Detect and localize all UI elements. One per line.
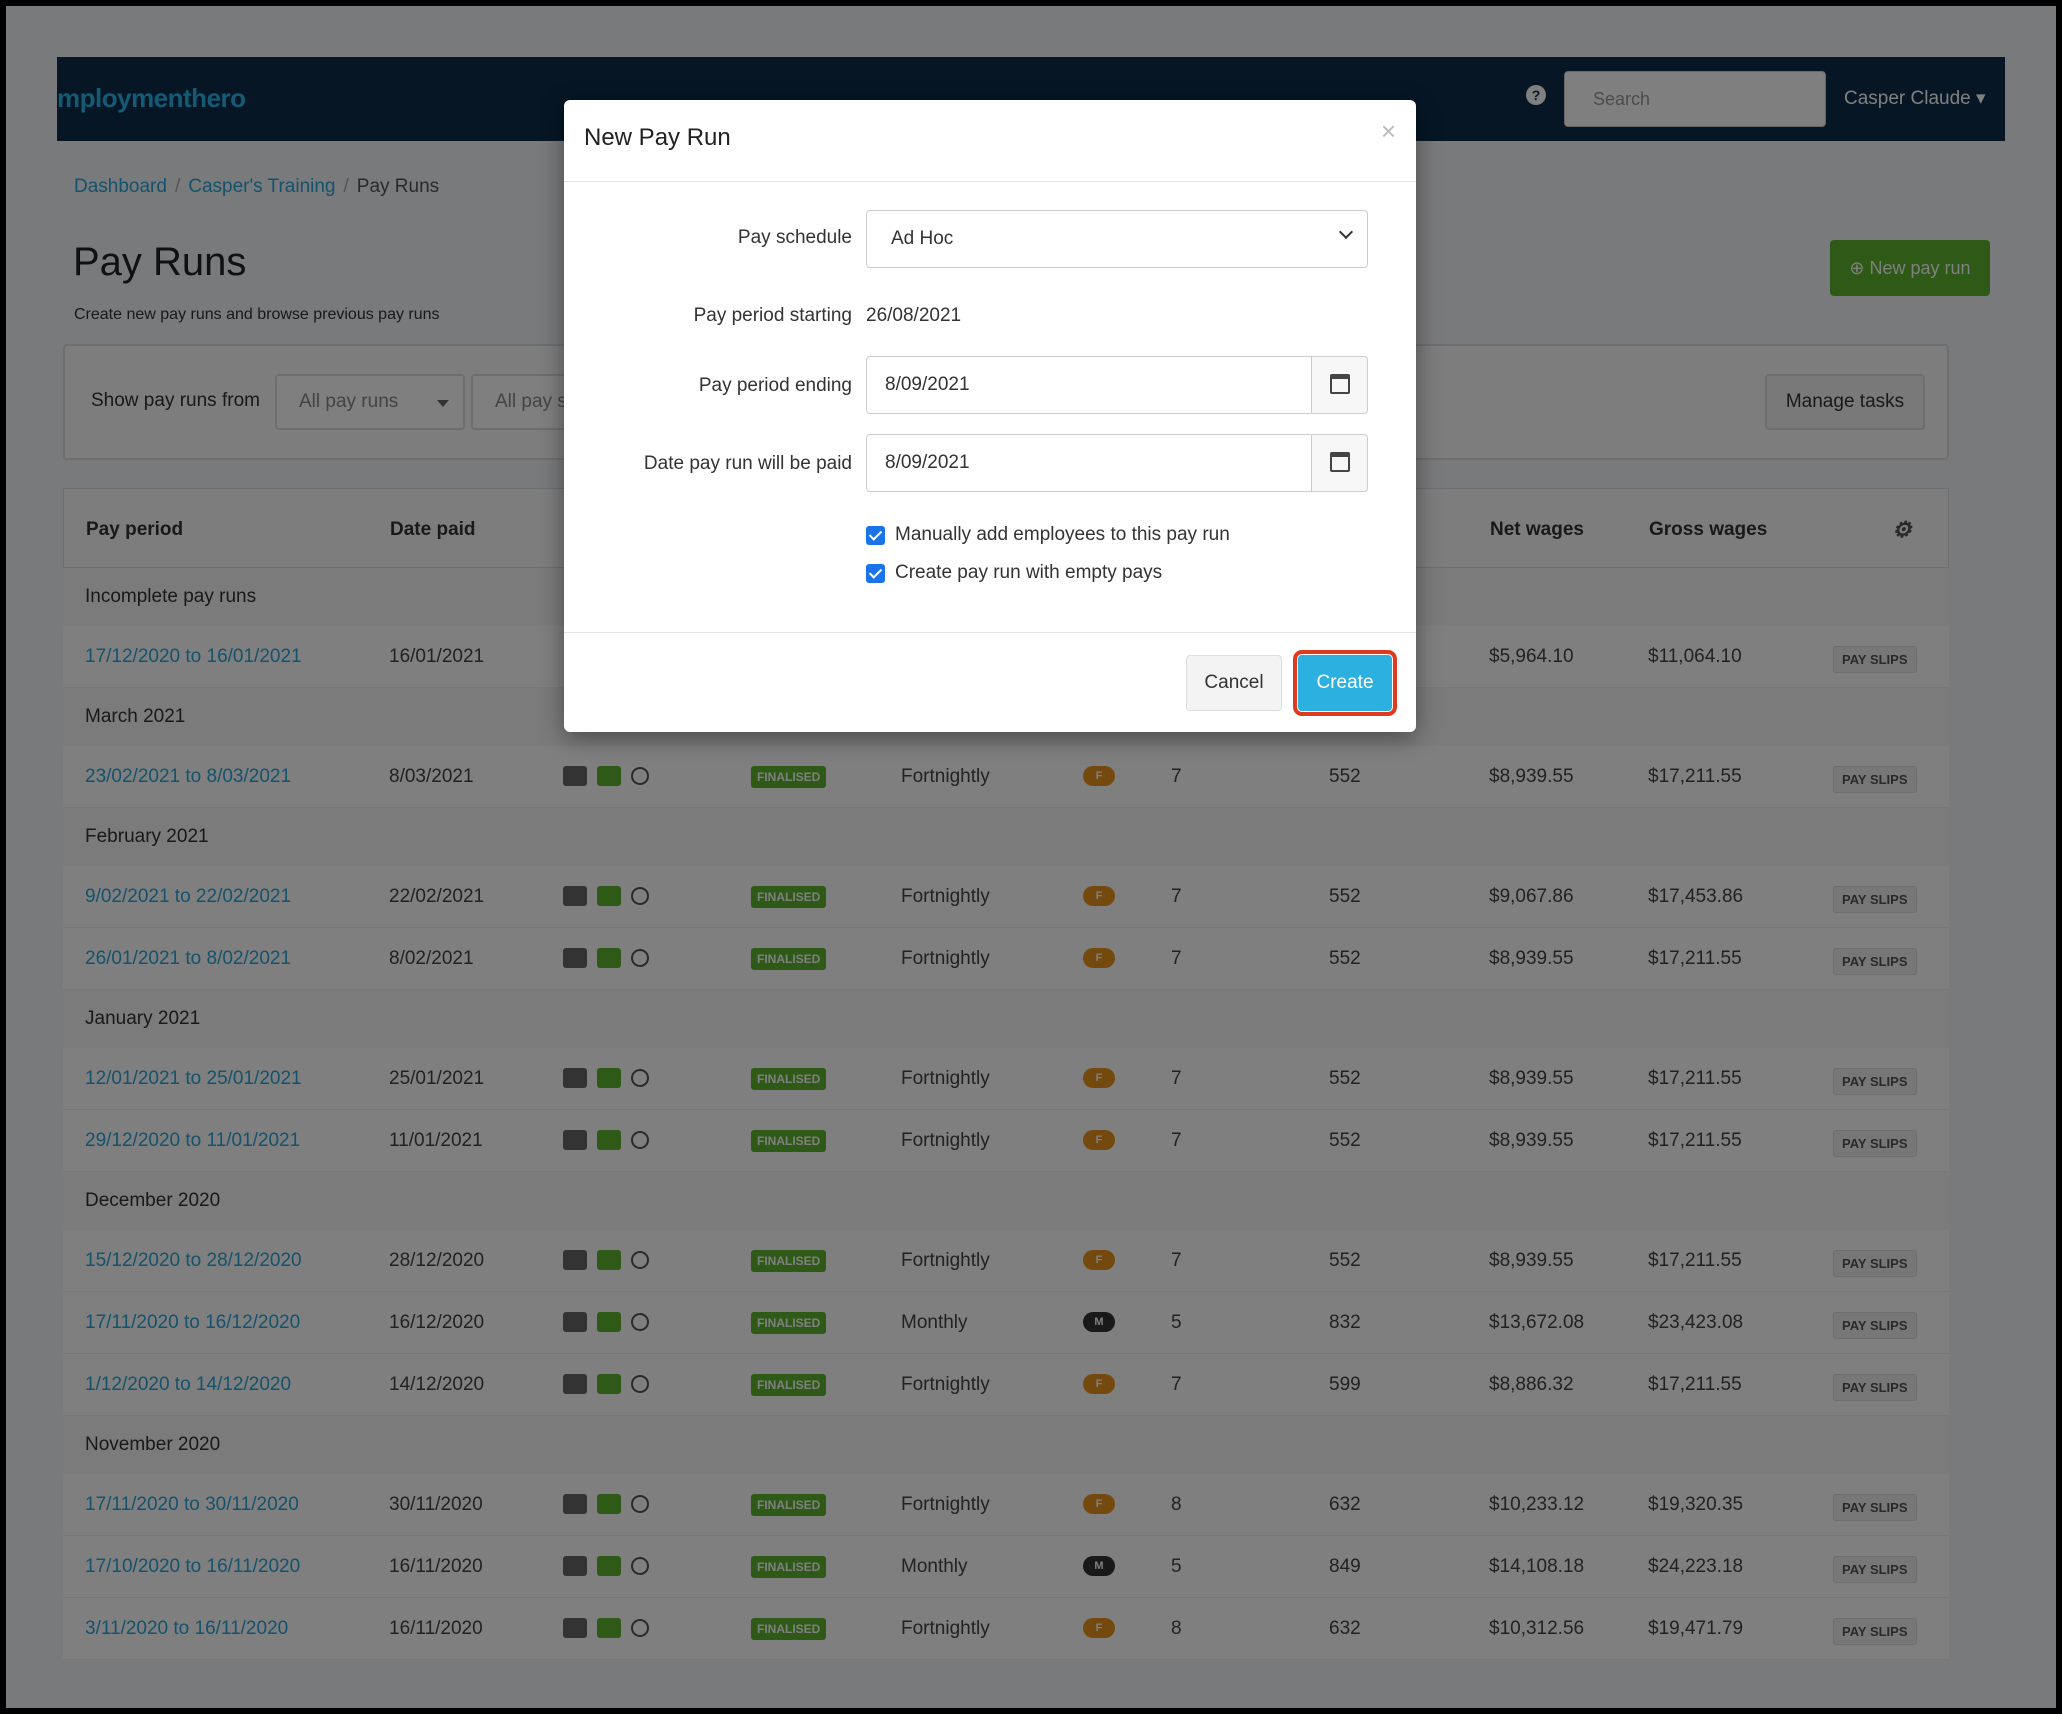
empty-pays-option[interactable]: Create pay run with empty pays bbox=[866, 562, 1162, 584]
pay-period-starting-value: 26/08/2021 bbox=[866, 305, 962, 326]
date-paid-field[interactable]: 8/09/2021 bbox=[866, 434, 1368, 492]
modal-header: New Pay Run × bbox=[564, 100, 1416, 182]
cancel-button[interactable]: Cancel bbox=[1186, 655, 1282, 711]
pay-period-ending-field[interactable]: 8/09/2021 bbox=[866, 356, 1368, 414]
modal-footer: Cancel Create bbox=[564, 632, 1416, 732]
calendar-icon bbox=[1330, 374, 1350, 394]
create-button[interactable]: Create bbox=[1293, 650, 1397, 716]
pay-period-ending-label: Pay period ending bbox=[698, 375, 852, 396]
date-paid-label: Date pay run will be paid bbox=[643, 453, 852, 474]
pay-period-starting-label: Pay period starting bbox=[693, 305, 852, 326]
empty-pays-checkbox[interactable] bbox=[866, 563, 885, 583]
close-icon[interactable]: × bbox=[1380, 116, 1396, 146]
app-frame: mploymenthero ? Search Casper Claude ▾ D… bbox=[6, 6, 2056, 1708]
modal-title: New Pay Run bbox=[584, 124, 731, 151]
manually-add-employees-checkbox[interactable] bbox=[866, 525, 885, 545]
pay-schedule-select[interactable]: Ad Hoc bbox=[866, 210, 1368, 268]
pay-schedule-label: Pay schedule bbox=[737, 227, 852, 248]
chevron-down-icon bbox=[1338, 224, 1354, 240]
date-paid-calendar-button[interactable] bbox=[1311, 435, 1367, 491]
calendar-icon bbox=[1330, 452, 1350, 472]
manually-add-employees-option[interactable]: Manually add employees to this pay run bbox=[866, 524, 1230, 546]
new-pay-run-modal: New Pay Run × Pay schedule Ad Hoc Pay pe… bbox=[564, 100, 1416, 732]
pay-period-ending-calendar-button[interactable] bbox=[1311, 357, 1367, 413]
